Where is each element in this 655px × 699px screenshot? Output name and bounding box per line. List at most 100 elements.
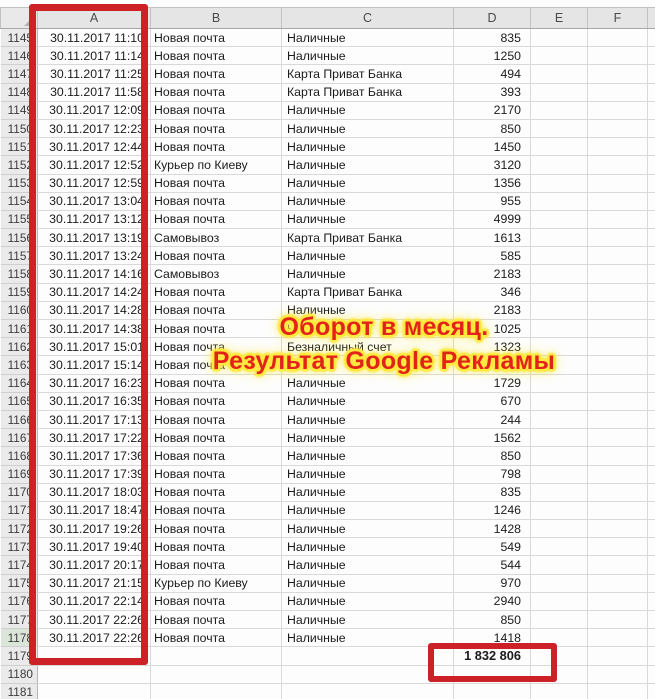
cell-delivery[interactable]: Самовывоз [150, 264, 282, 284]
cell-date[interactable]: 30.11.2017 13:12 [37, 210, 151, 230]
cell-delivery[interactable]: Новая почта [150, 592, 282, 612]
cell-payment[interactable]: Наличные [281, 501, 454, 521]
cell-payment[interactable]: Карта Приват Банка [281, 64, 454, 84]
cell-empty-f[interactable] [587, 228, 648, 248]
row-header[interactable]: 1177 [0, 610, 38, 630]
cell-amount[interactable]: 670 [453, 392, 531, 411]
cell-empty-e[interactable] [530, 574, 588, 593]
row-header[interactable]: 1158 [0, 264, 38, 284]
cell-delivery[interactable] [150, 683, 282, 699]
cell-amount[interactable]: 549 [453, 537, 531, 557]
cell-empty-f[interactable] [587, 465, 648, 484]
cell-amount[interactable]: 3120 [453, 155, 531, 175]
cell-empty-f[interactable] [587, 483, 648, 502]
column-header-c[interactable]: C [281, 7, 454, 29]
cell-delivery[interactable]: Новая почта [150, 192, 282, 211]
cell-empty-e[interactable] [530, 555, 588, 575]
cell-empty-f[interactable] [587, 174, 648, 193]
cell-date[interactable]: 30.11.2017 18:03 [37, 483, 151, 502]
row-header[interactable]: 1171 [0, 501, 38, 521]
cell-amount[interactable]: 970 [453, 574, 531, 593]
row-header[interactable]: 1156 [0, 228, 38, 248]
cell-amount[interactable]: 2183 [453, 264, 531, 284]
cell-date[interactable]: 30.11.2017 22:26 [37, 610, 151, 630]
row-header[interactable]: 1159 [0, 283, 38, 302]
cell-payment[interactable]: Наличные [281, 555, 454, 575]
cell-date[interactable]: 30.11.2017 22:26 [37, 628, 151, 648]
cell-empty-e[interactable] [530, 501, 588, 521]
cell-date[interactable]: 30.11.2017 19:40 [37, 537, 151, 557]
cell-empty-f[interactable] [587, 574, 648, 593]
cell-empty-e[interactable] [530, 410, 588, 430]
cell-empty-e[interactable] [530, 628, 588, 648]
cell-delivery[interactable]: Новая почта [150, 83, 282, 102]
cell-empty-e[interactable] [530, 210, 588, 230]
cell-date[interactable]: 30.11.2017 11:14 [37, 46, 151, 66]
cell-delivery[interactable]: Новая почта [150, 174, 282, 193]
cell-payment[interactable]: Наличные [281, 628, 454, 648]
cell-date[interactable]: 30.11.2017 21:15 [37, 574, 151, 593]
cell-payment[interactable]: Карта Приват Банка [281, 283, 454, 302]
row-header[interactable]: 1173 [0, 537, 38, 557]
cell-date[interactable]: 30.11.2017 16:23 [37, 374, 151, 393]
cell-delivery[interactable]: Самовывоз [150, 228, 282, 248]
cell-amount[interactable]: 850 [453, 610, 531, 630]
row-header[interactable]: 1168 [0, 446, 38, 466]
cell-payment[interactable]: Наличные [281, 174, 454, 193]
cell-amount[interactable]: 835 [453, 483, 531, 502]
cell-empty-e[interactable] [530, 592, 588, 612]
cell-payment[interactable]: Наличные [281, 46, 454, 66]
cell-empty-e[interactable] [530, 264, 588, 284]
row-header[interactable]: 1160 [0, 301, 38, 321]
cell-delivery[interactable]: Новая почта [150, 392, 282, 411]
row-header[interactable]: 1180 [0, 665, 38, 684]
cell-payment[interactable]: Карта Приват Банка [281, 83, 454, 102]
cell-payment[interactable]: Наличные [281, 446, 454, 466]
cell-payment[interactable] [281, 355, 454, 375]
cell-empty-e[interactable] [530, 537, 588, 557]
cell-empty-f[interactable] [587, 683, 648, 699]
cell-empty-f[interactable] [587, 337, 648, 357]
cell-date[interactable]: 30.11.2017 14:24 [37, 283, 151, 302]
cell-payment[interactable] [281, 683, 454, 699]
cell-empty-e[interactable] [530, 46, 588, 66]
row-header[interactable]: 1151 [0, 137, 38, 157]
row-header[interactable]: 1166 [0, 410, 38, 430]
cell-date[interactable] [37, 646, 151, 666]
row-header[interactable]: 1147 [0, 64, 38, 84]
cell-delivery[interactable]: Новая почта [150, 628, 282, 648]
cell-delivery[interactable]: Новая почта [150, 283, 282, 302]
cell-empty-e[interactable] [530, 646, 588, 666]
cell-empty-e[interactable] [530, 519, 588, 539]
cell-delivery[interactable]: Новая почта [150, 501, 282, 521]
cell-date[interactable]: 30.11.2017 15:01 [37, 337, 151, 357]
cell-empty-f[interactable] [587, 410, 648, 430]
cell-empty-f[interactable] [587, 210, 648, 230]
cell-payment[interactable]: Наличные [281, 465, 454, 484]
cell-empty-f[interactable] [587, 46, 648, 66]
cell-empty-e[interactable] [530, 683, 588, 699]
row-header[interactable]: 1149 [0, 101, 38, 120]
cell-date[interactable]: 30.11.2017 20:17 [37, 555, 151, 575]
row-header[interactable]: 1154 [0, 192, 38, 211]
cell-empty-f[interactable] [587, 665, 648, 684]
cell-delivery[interactable]: Новая почта [150, 410, 282, 430]
cell-date[interactable]: 30.11.2017 14:28 [37, 301, 151, 321]
cell-date[interactable]: 30.11.2017 12:23 [37, 119, 151, 139]
cell-empty-e[interactable] [530, 428, 588, 448]
cell-empty-f[interactable] [587, 446, 648, 466]
cell-empty-f[interactable] [587, 555, 648, 575]
cell-amount[interactable]: 1562 [453, 428, 531, 448]
cell-amount[interactable]: 2183 [453, 301, 531, 321]
cell-delivery[interactable]: Новая почта [150, 46, 282, 66]
cell-payment[interactable]: Наличные [281, 392, 454, 411]
cell-delivery[interactable]: Новая почта [150, 428, 282, 448]
cell-empty-f[interactable] [587, 428, 648, 448]
select-all-corner[interactable] [0, 7, 38, 29]
cell-date[interactable]: 30.11.2017 11:10 [37, 28, 151, 48]
cell-amount[interactable]: 1613 [453, 228, 531, 248]
cell-empty-f[interactable] [587, 192, 648, 211]
row-header[interactable]: 1170 [0, 483, 38, 502]
cell-empty-f[interactable] [587, 155, 648, 175]
cell-empty-f[interactable] [587, 628, 648, 648]
